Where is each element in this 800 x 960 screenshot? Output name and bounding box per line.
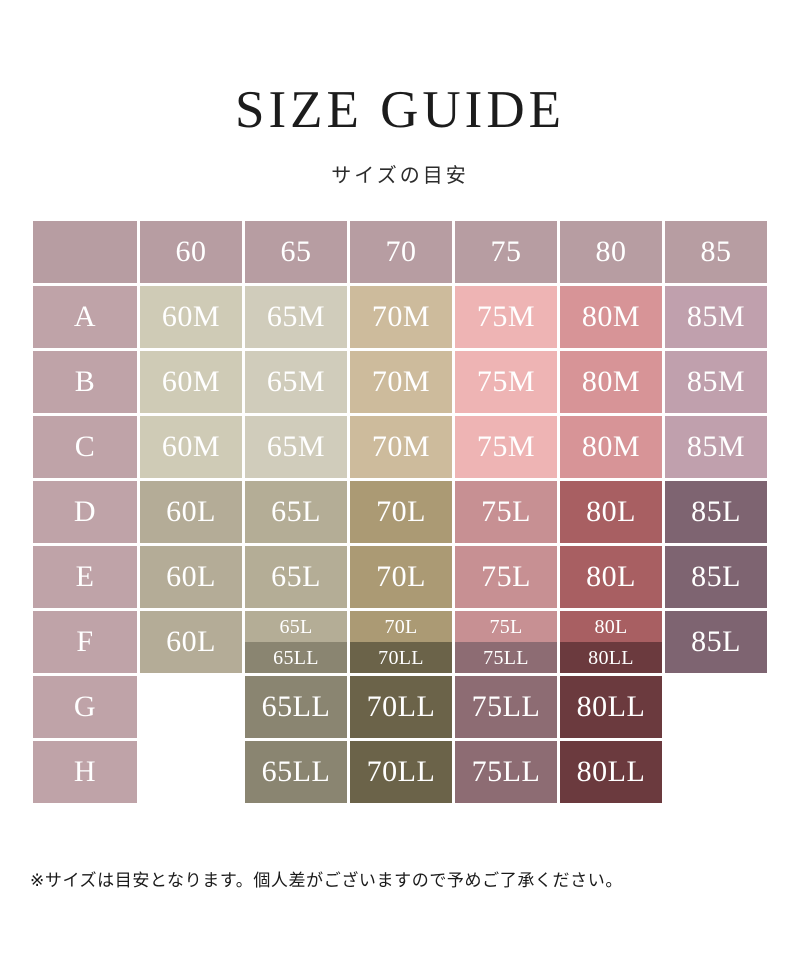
page-header: SIZE GUIDE サイズの目安 [0, 0, 800, 188]
size-cell-F-70-split: 70L 70LL [350, 611, 452, 673]
table-row: E 60L 65L 70L 75L 80L 85L [33, 546, 767, 608]
row-label-F: F [33, 611, 137, 673]
size-cell-D-80: 80L [560, 481, 662, 543]
table-row: D 60L 65L 70L 75L 80L 85L [33, 481, 767, 543]
table-row: H 65LL 70LL 75LL 80LL [33, 741, 767, 803]
page-subtitle: サイズの目安 [331, 163, 469, 187]
size-cell-empty [665, 676, 767, 738]
size-table: 60 65 70 75 80 85 A 60M 65M 70M 75M 80M 85M B 60M 65M 7… [30, 218, 770, 806]
size-cell-A-65: 65M [245, 286, 347, 348]
column-header-80: 80 [560, 221, 662, 283]
size-cell-G-80: 80LL [560, 676, 662, 738]
row-label-H: H [33, 741, 137, 803]
size-cell-empty [140, 741, 242, 803]
row-label-D: D [33, 481, 137, 543]
size-cell-E-80: 80L [560, 546, 662, 608]
size-cell-F-75-split: 75L 75LL [455, 611, 557, 673]
size-cell-B-70: 70M [350, 351, 452, 413]
column-header-60: 60 [140, 221, 242, 283]
size-cell-A-60: 60M [140, 286, 242, 348]
size-cell-value-upper: 65L [245, 611, 347, 642]
size-cell-C-80: 80M [560, 416, 662, 478]
row-label-A: A [33, 286, 137, 348]
size-cell-empty [140, 676, 242, 738]
size-cell-value-upper: 70L [350, 611, 452, 642]
size-cell-E-75: 75L [455, 546, 557, 608]
size-cell-value-lower: 80LL [560, 642, 662, 673]
size-cell-D-85: 85L [665, 481, 767, 543]
size-table-header: 60 65 70 75 80 85 [33, 221, 767, 283]
size-cell-F-60: 60L [140, 611, 242, 673]
size-cell-D-60: 60L [140, 481, 242, 543]
table-header-row: 60 65 70 75 80 85 [33, 221, 767, 283]
size-cell-D-70: 70L [350, 481, 452, 543]
size-cell-E-60: 60L [140, 546, 242, 608]
size-cell-H-80: 80LL [560, 741, 662, 803]
size-cell-value-lower: 75LL [455, 642, 557, 673]
size-cell-F-65-split: 65L 65LL [245, 611, 347, 673]
size-cell-value-upper: 75L [455, 611, 557, 642]
size-cell-C-85: 85M [665, 416, 767, 478]
table-row: G 65LL 70LL 75LL 80LL [33, 676, 767, 738]
size-cell-F-80-split: 80L 80LL [560, 611, 662, 673]
size-cell-A-75: 75M [455, 286, 557, 348]
size-cell-A-85: 85M [665, 286, 767, 348]
column-header-70: 70 [350, 221, 452, 283]
size-cell-C-65: 65M [245, 416, 347, 478]
size-table-container: 60 65 70 75 80 85 A 60M 65M 70M 75M 80M 85M B 60M 65M 7… [30, 218, 770, 806]
size-cell-B-60: 60M [140, 351, 242, 413]
size-cell-H-65: 65LL [245, 741, 347, 803]
row-label-B: B [33, 351, 137, 413]
size-cell-D-65: 65L [245, 481, 347, 543]
table-row: C 60M 65M 70M 75M 80M 85M [33, 416, 767, 478]
size-cell-G-65: 65LL [245, 676, 347, 738]
size-cell-A-80: 80M [560, 286, 662, 348]
column-header-85: 85 [665, 221, 767, 283]
size-cell-D-75: 75L [455, 481, 557, 543]
size-cell-C-60: 60M [140, 416, 242, 478]
size-cell-value-lower: 65LL [245, 642, 347, 673]
table-corner-cell [33, 221, 137, 283]
size-cell-B-85: 85M [665, 351, 767, 413]
column-header-75: 75 [455, 221, 557, 283]
table-row: F 60L 65L 65LL 70L 70LL 75L 75LL 80L 80LL 85L [33, 611, 767, 673]
size-cell-B-75: 75M [455, 351, 557, 413]
table-row: B 60M 65M 70M 75M 80M 85M [33, 351, 767, 413]
size-cell-B-80: 80M [560, 351, 662, 413]
size-cell-E-65: 65L [245, 546, 347, 608]
row-label-G: G [33, 676, 137, 738]
size-cell-E-85: 85L [665, 546, 767, 608]
size-cell-F-85: 85L [665, 611, 767, 673]
size-cell-G-70: 70LL [350, 676, 452, 738]
page-title: SIZE GUIDE [235, 81, 565, 139]
size-disclaimer-note: ※サイズは目安となります。個人差がございますので予めご了承ください。 [30, 871, 623, 891]
size-cell-H-75: 75LL [455, 741, 557, 803]
size-table-body: A 60M 65M 70M 75M 80M 85M B 60M 65M 70M 75M 80M 85M C 6… [33, 286, 767, 803]
size-cell-B-65: 65M [245, 351, 347, 413]
size-cell-G-75: 75LL [455, 676, 557, 738]
table-row: A 60M 65M 70M 75M 80M 85M [33, 286, 767, 348]
row-label-C: C [33, 416, 137, 478]
row-label-E: E [33, 546, 137, 608]
size-cell-E-70: 70L [350, 546, 452, 608]
size-cell-value-upper: 80L [560, 611, 662, 642]
size-cell-value-lower: 70LL [350, 642, 452, 673]
size-cell-empty [665, 741, 767, 803]
size-cell-C-70: 70M [350, 416, 452, 478]
size-cell-A-70: 70M [350, 286, 452, 348]
size-cell-C-75: 75M [455, 416, 557, 478]
column-header-65: 65 [245, 221, 347, 283]
size-cell-H-70: 70LL [350, 741, 452, 803]
